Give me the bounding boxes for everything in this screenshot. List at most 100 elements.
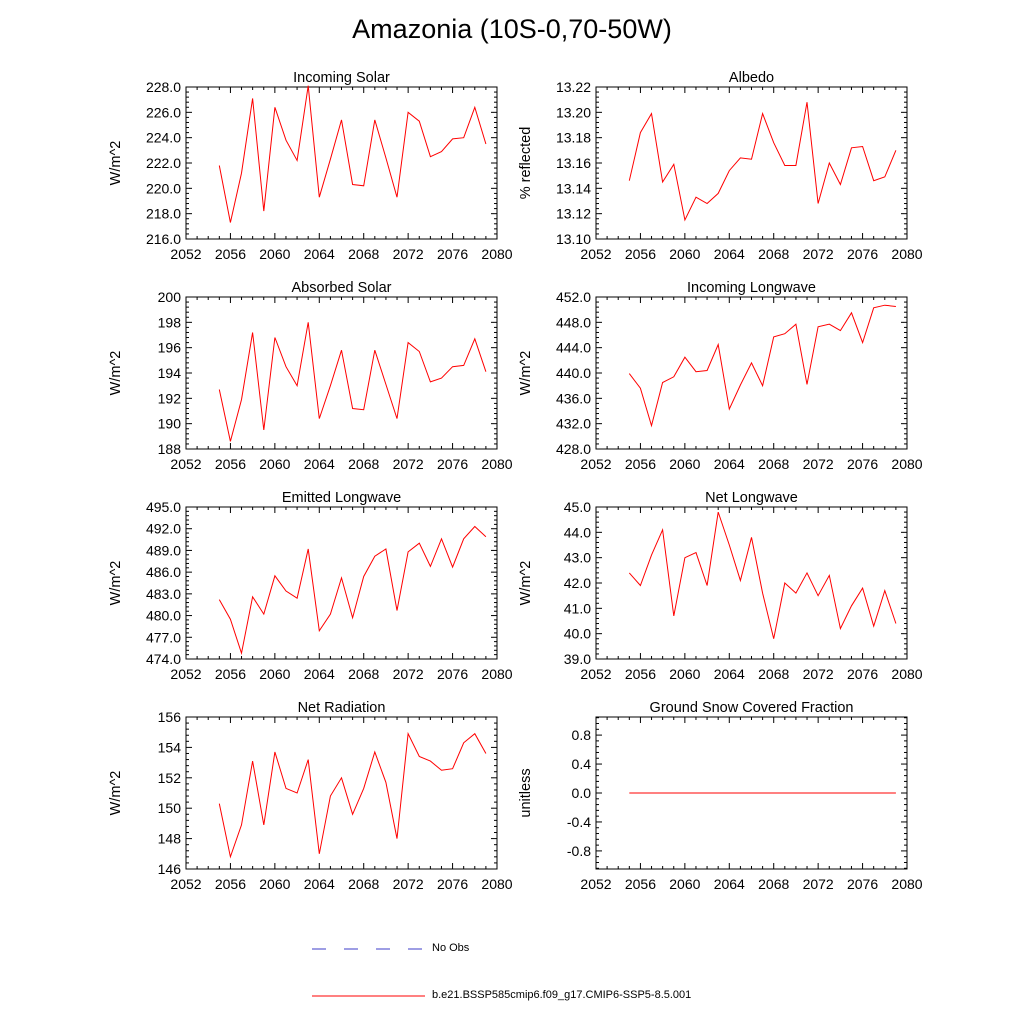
panel-title: Net Longwave <box>705 490 798 506</box>
x-tick-label: 2076 <box>437 456 468 472</box>
x-tick-label: 2060 <box>669 246 700 262</box>
x-tick-label: 2076 <box>437 876 468 892</box>
y-tick-label: 483.0 <box>146 586 181 602</box>
y-tick-label: 156 <box>158 709 182 725</box>
x-tick-label: 2056 <box>625 666 656 682</box>
chart-panel-2: Absorbed Solar W/m^2 2052 2056 2060 2064 2068 2… <box>108 280 513 472</box>
series-line <box>628 102 897 222</box>
x-tick-label: 2052 <box>170 876 201 892</box>
x-tick-label: 2072 <box>393 876 424 892</box>
y-tick-label: 0.4 <box>572 756 592 772</box>
x-tick-label: 2072 <box>803 456 834 472</box>
y-tick-label: 452.0 <box>556 289 591 305</box>
x-tick-label: 2060 <box>259 246 290 262</box>
y-axis-label: % reflected <box>518 127 534 200</box>
legend-obs-label: No Obs <box>432 942 470 954</box>
x-tick-label: 2056 <box>215 876 246 892</box>
y-tick-label: -0.8 <box>567 843 591 859</box>
y-tick-label: 218.0 <box>146 206 181 222</box>
y-tick-label: 220.0 <box>146 180 181 196</box>
x-tick-label: 2060 <box>669 456 700 472</box>
x-tick-label: 2052 <box>580 456 611 472</box>
x-tick-label: 2064 <box>304 456 335 472</box>
x-tick-label: 2052 <box>580 666 611 682</box>
y-axis-label: W/m^2 <box>108 351 124 396</box>
y-tick-label: 222.0 <box>146 155 181 171</box>
x-tick-label: 2064 <box>304 876 335 892</box>
y-tick-label: 489.0 <box>146 542 181 558</box>
panel-title: Incoming Solar <box>293 70 390 86</box>
x-tick-label: 2056 <box>625 456 656 472</box>
panel-title: Ground Snow Covered Fraction <box>650 700 854 716</box>
x-tick-label: 2060 <box>259 456 290 472</box>
x-tick-label: 2076 <box>437 246 468 262</box>
y-tick-label: 477.0 <box>146 629 181 645</box>
panel-title: Net Radiation <box>298 700 386 716</box>
y-tick-label: 480.0 <box>146 608 181 624</box>
panel-title: Absorbed Solar <box>292 280 392 296</box>
y-tick-label: -0.4 <box>567 814 591 830</box>
x-tick-label: 2060 <box>259 876 290 892</box>
x-tick-label: 2080 <box>481 456 512 472</box>
y-tick-label: 440.0 <box>556 365 591 381</box>
x-tick-label: 2064 <box>304 246 335 262</box>
x-tick-label: 2052 <box>580 876 611 892</box>
y-tick-label: 194 <box>158 365 182 381</box>
y-tick-label: 495.0 <box>146 499 181 515</box>
y-tick-label: 428.0 <box>556 441 591 457</box>
y-tick-label: 150 <box>158 800 182 816</box>
panel-title: Albedo <box>729 70 774 86</box>
y-tick-label: 192 <box>158 390 182 406</box>
y-axis-label: W/m^2 <box>518 351 534 396</box>
chart-panel-1: Albedo % reflected 2052 2056 2060 2064 2068 207… <box>518 70 923 262</box>
y-tick-label: 43.0 <box>564 550 591 566</box>
y-tick-label: 148 <box>158 831 182 847</box>
x-tick-label: 2068 <box>348 246 379 262</box>
x-tick-label: 2072 <box>393 246 424 262</box>
x-tick-label: 2080 <box>481 246 512 262</box>
series-line <box>628 304 896 428</box>
y-tick-label: 196 <box>158 340 182 356</box>
figure-title: Amazonia (10S-0,70-50W) <box>352 14 672 44</box>
y-tick-label: 13.18 <box>556 130 591 146</box>
y-tick-label: 146 <box>158 861 182 877</box>
y-axis-label: W/m^2 <box>108 141 124 186</box>
x-tick-label: 2060 <box>259 666 290 682</box>
x-tick-label: 2080 <box>891 456 922 472</box>
panel-title: Emitted Longwave <box>282 490 401 506</box>
legend-model-label: b.e21.BSSP585cmip6.f09_g17.CMIP6-SSP5-8.… <box>432 989 692 1001</box>
y-tick-label: 154 <box>158 739 182 755</box>
y-tick-label: 152 <box>158 770 182 786</box>
x-tick-label: 2076 <box>847 246 878 262</box>
y-tick-label: 448.0 <box>556 314 591 330</box>
y-tick-label: 0.8 <box>572 727 592 743</box>
x-tick-label: 2056 <box>625 246 656 262</box>
y-tick-label: 42.0 <box>564 575 591 591</box>
y-tick-label: 226.0 <box>146 104 181 120</box>
x-tick-label: 2072 <box>803 876 834 892</box>
x-tick-label: 2072 <box>803 246 834 262</box>
y-tick-label: 44.0 <box>564 524 591 540</box>
x-tick-label: 2056 <box>215 456 246 472</box>
chart-panel-5: Net Longwave W/m^2 2052 2056 2060 2064 2068 207… <box>518 490 923 682</box>
x-tick-label: 2056 <box>625 876 656 892</box>
x-tick-label: 2060 <box>669 666 700 682</box>
y-tick-label: 13.14 <box>556 180 591 196</box>
y-tick-label: 13.22 <box>556 79 591 95</box>
x-tick-label: 2072 <box>393 666 424 682</box>
x-tick-label: 2064 <box>714 876 745 892</box>
x-tick-label: 2076 <box>847 456 878 472</box>
x-tick-label: 2068 <box>348 876 379 892</box>
x-tick-label: 2068 <box>758 456 789 472</box>
x-tick-label: 2056 <box>215 666 246 682</box>
x-tick-label: 2052 <box>580 246 611 262</box>
chart-panel-4: Emitted Longwave W/m^2 2052 2056 2060 2064 206… <box>108 490 513 682</box>
x-tick-label: 2056 <box>215 246 246 262</box>
series-line <box>218 322 487 442</box>
chart-panel-7: Ground Snow Covered Fraction unitless 2052… <box>518 700 923 892</box>
y-tick-label: 13.12 <box>556 206 591 222</box>
y-tick-label: 492.0 <box>146 521 181 537</box>
x-tick-label: 2064 <box>714 456 745 472</box>
x-tick-label: 2060 <box>669 876 700 892</box>
